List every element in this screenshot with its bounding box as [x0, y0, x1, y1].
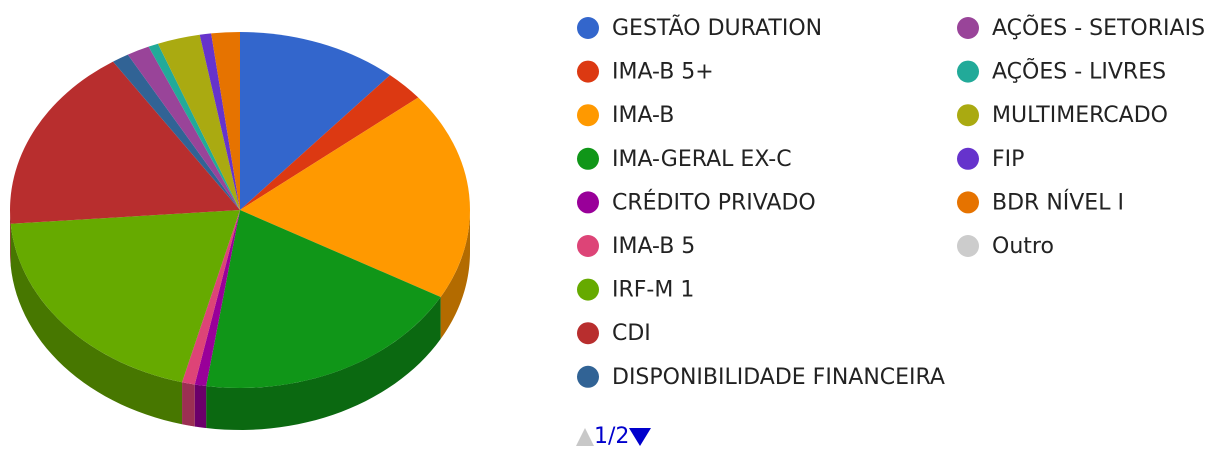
legend-label[interactable]: IMA-B	[612, 103, 674, 128]
legend-swatch[interactable]	[577, 17, 599, 39]
legend-label[interactable]: CDI	[612, 321, 651, 346]
legend-swatch[interactable]	[957, 60, 979, 83]
page-up-arrow[interactable]	[576, 428, 594, 446]
pie	[10, 32, 470, 430]
legend-label[interactable]: IMA-B 5+	[612, 60, 714, 85]
legend-swatch[interactable]	[957, 104, 979, 127]
legend-swatch[interactable]	[957, 147, 979, 170]
legend-swatch[interactable]	[577, 365, 599, 388]
slice[interactable]	[157, 34, 240, 210]
page-indicator: 1/2	[594, 424, 629, 449]
legend-label[interactable]: DISPONIBILIDADE FINANCEIRA	[612, 365, 945, 390]
legend-swatch[interactable]	[957, 191, 979, 214]
slice-side	[182, 382, 195, 427]
slice[interactable]	[194, 210, 240, 387]
slice[interactable]	[211, 32, 240, 210]
slice[interactable]	[127, 46, 240, 210]
slice[interactable]	[240, 32, 391, 210]
page-down-arrow[interactable]	[629, 428, 651, 446]
slice[interactable]	[240, 97, 470, 298]
legend-swatch[interactable]	[957, 17, 979, 39]
slice[interactable]	[199, 33, 240, 211]
legend-swatch[interactable]	[957, 235, 979, 257]
slice[interactable]	[10, 61, 241, 224]
legend-label[interactable]: AÇÕES - LIVRES	[992, 58, 1166, 85]
legend-swatch[interactable]	[577, 235, 599, 257]
legend-label[interactable]: AÇÕES - SETORIAIS	[992, 14, 1205, 41]
slice[interactable]	[148, 43, 240, 210]
slice[interactable]	[113, 54, 240, 211]
legend-swatch[interactable]	[577, 60, 599, 83]
legend-label[interactable]: IMA-B 5	[612, 234, 695, 259]
legend: GESTÃO DURATION IMA-B 5+ IMA-B IMA-GERAL EX…	[577, 14, 1205, 390]
legend-swatch[interactable]	[577, 322, 599, 345]
legend-label[interactable]: IRF-M 1	[612, 278, 694, 303]
legend-label[interactable]: CRÉDITO PRIVADO	[612, 189, 816, 215]
legend-label[interactable]: BDR NÍVEL I	[992, 189, 1124, 215]
slice-side	[10, 223, 183, 425]
legend-swatch[interactable]	[577, 147, 599, 170]
legend-label[interactable]: FIP	[992, 147, 1024, 172]
slice-side	[440, 210, 470, 340]
slice[interactable]	[182, 210, 240, 385]
legend-swatch[interactable]	[577, 104, 599, 127]
slice-side	[206, 297, 441, 430]
legend-swatch[interactable]	[577, 278, 599, 301]
legend-label[interactable]: MULTIMERCADO	[992, 103, 1168, 128]
slice-side	[10, 210, 11, 266]
legend-label[interactable]: GESTÃO DURATION	[612, 14, 822, 41]
slice[interactable]	[240, 75, 419, 210]
legend-label[interactable]: Outro	[992, 234, 1054, 259]
slice-side	[194, 384, 207, 429]
slice[interactable]	[206, 210, 441, 388]
legend-label[interactable]: IMA-GERAL EX-C	[612, 147, 792, 172]
legend-swatch[interactable]	[577, 191, 599, 214]
slice[interactable]	[10, 210, 241, 383]
